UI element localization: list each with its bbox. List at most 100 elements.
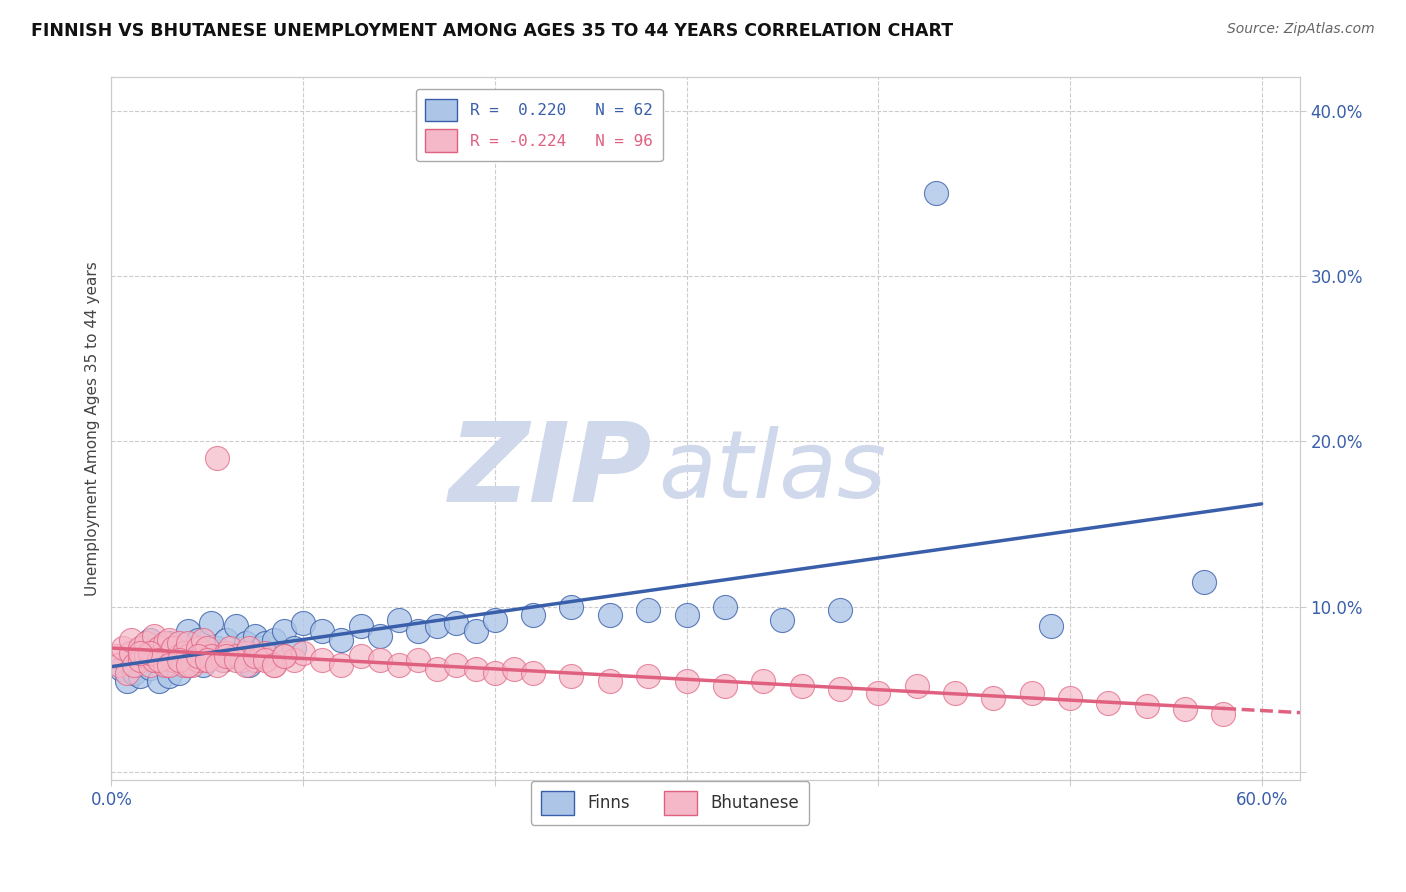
Point xyxy=(153,657,176,672)
Point xyxy=(167,646,190,660)
Point xyxy=(211,652,233,666)
Point xyxy=(124,657,146,672)
Point xyxy=(139,632,162,647)
Point xyxy=(173,646,195,660)
Point xyxy=(142,652,165,666)
Point xyxy=(243,649,266,664)
Point xyxy=(828,603,851,617)
Point xyxy=(110,663,132,677)
Point xyxy=(148,674,170,689)
Point xyxy=(263,657,285,672)
Point xyxy=(1212,707,1234,722)
Point xyxy=(484,613,506,627)
Point xyxy=(162,640,184,655)
Point xyxy=(599,607,621,622)
Point xyxy=(273,624,295,639)
Point xyxy=(1192,574,1215,589)
Point xyxy=(148,640,170,655)
Point xyxy=(120,646,142,660)
Point xyxy=(250,649,273,664)
Point xyxy=(770,613,793,627)
Point xyxy=(1174,702,1197,716)
Point xyxy=(330,657,353,672)
Text: atlas: atlas xyxy=(658,425,886,516)
Point xyxy=(187,640,209,655)
Point xyxy=(311,624,333,639)
Point xyxy=(349,649,371,664)
Point xyxy=(195,652,218,666)
Point xyxy=(177,624,200,639)
Point xyxy=(311,652,333,666)
Point xyxy=(129,652,152,666)
Point xyxy=(231,652,253,666)
Point xyxy=(235,646,257,660)
Point xyxy=(388,613,411,627)
Point xyxy=(139,646,162,660)
Point xyxy=(560,599,582,614)
Text: FINNISH VS BHUTANESE UNEMPLOYMENT AMONG AGES 35 TO 44 YEARS CORRELATION CHART: FINNISH VS BHUTANESE UNEMPLOYMENT AMONG … xyxy=(31,22,953,40)
Point xyxy=(167,652,190,666)
Point xyxy=(1039,619,1062,633)
Point xyxy=(157,646,180,660)
Point xyxy=(215,649,238,664)
Point xyxy=(273,649,295,664)
Point xyxy=(225,649,247,664)
Point xyxy=(153,636,176,650)
Point xyxy=(129,646,152,660)
Point xyxy=(868,686,890,700)
Point xyxy=(148,652,170,666)
Point xyxy=(162,652,184,666)
Point xyxy=(142,652,165,666)
Point xyxy=(193,646,215,660)
Point xyxy=(135,649,157,664)
Point xyxy=(235,657,257,672)
Point xyxy=(108,657,131,672)
Point xyxy=(135,636,157,650)
Point xyxy=(187,649,209,664)
Point xyxy=(263,632,285,647)
Point xyxy=(238,657,260,672)
Point xyxy=(135,649,157,664)
Point xyxy=(292,616,315,631)
Point xyxy=(129,640,152,655)
Point xyxy=(187,652,209,666)
Point xyxy=(263,657,285,672)
Point xyxy=(675,607,697,622)
Point xyxy=(406,624,429,639)
Point xyxy=(173,640,195,655)
Point xyxy=(181,657,204,672)
Point xyxy=(283,640,305,655)
Point xyxy=(148,649,170,664)
Point xyxy=(173,657,195,672)
Point xyxy=(368,629,391,643)
Point xyxy=(162,652,184,666)
Legend: Finns, Bhutanese: Finns, Bhutanese xyxy=(531,781,808,825)
Point xyxy=(124,665,146,680)
Text: Source: ZipAtlas.com: Source: ZipAtlas.com xyxy=(1227,22,1375,37)
Point xyxy=(157,657,180,672)
Point xyxy=(522,665,544,680)
Point xyxy=(446,616,468,631)
Point xyxy=(943,686,966,700)
Point xyxy=(219,640,242,655)
Point xyxy=(560,669,582,683)
Point xyxy=(368,652,391,666)
Point xyxy=(148,640,170,655)
Point xyxy=(167,649,190,664)
Point xyxy=(426,663,449,677)
Point xyxy=(120,632,142,647)
Point xyxy=(139,657,162,672)
Point xyxy=(115,674,138,689)
Point xyxy=(330,632,353,647)
Point xyxy=(1097,696,1119,710)
Point xyxy=(177,649,200,664)
Point xyxy=(1059,690,1081,705)
Point xyxy=(104,649,127,664)
Point xyxy=(167,636,190,650)
Point xyxy=(253,652,276,666)
Point xyxy=(177,657,200,672)
Point xyxy=(205,450,228,465)
Point xyxy=(225,652,247,666)
Point xyxy=(157,632,180,647)
Point xyxy=(120,646,142,660)
